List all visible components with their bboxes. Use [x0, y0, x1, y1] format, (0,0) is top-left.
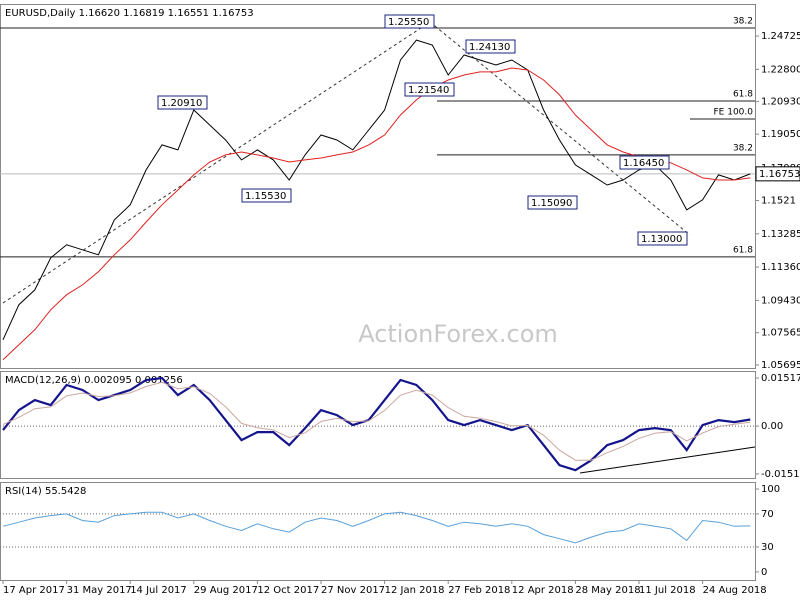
- x-tick-label: 17 Apr 2017: [3, 585, 65, 596]
- annotation-text: 1.20910: [161, 98, 202, 109]
- series-line: [2, 376, 751, 472]
- x-tick-label: 28 May 2018: [575, 585, 640, 596]
- macd-trend-line: [579, 446, 756, 474]
- x-tick-label: 12 Jan 2018: [385, 585, 445, 596]
- y-tick-label: 1.11360: [761, 262, 800, 273]
- annotation-text: 1.21540: [408, 85, 449, 96]
- x-tick-label: 14 Jul 2017: [130, 585, 187, 596]
- annotation: 1.25550: [384, 14, 435, 29]
- fib-label: 38.2: [733, 17, 753, 27]
- last-price-label: 1.16753: [759, 169, 800, 180]
- y-tick-label: 1.13285: [761, 229, 800, 240]
- x-tick-label: 27 Nov 2017: [321, 585, 385, 596]
- y-tick-label: 1.05695: [761, 360, 800, 371]
- annotation: 1.20910: [157, 95, 208, 110]
- last-price-box: [755, 166, 800, 182]
- y-tick-label: 1.09430: [761, 295, 800, 306]
- y-tick-label: -0.015105: [761, 469, 800, 480]
- y-tick-label: 70: [761, 509, 774, 520]
- y-tick-label: 1.22800: [761, 64, 800, 75]
- y-tick-label: 0.015176: [761, 373, 800, 384]
- series-line: [2, 39, 751, 341]
- trend-line: [2, 21, 431, 304]
- y-tick-label: 1.07565: [761, 328, 800, 339]
- y-tick-label: 1.1521: [761, 196, 796, 207]
- y-tick-label: 30: [761, 542, 774, 553]
- x-tick-label: 11 Jul 2018: [639, 585, 696, 596]
- series-line: [2, 67, 751, 361]
- annotation-text: 1.16450: [623, 158, 664, 169]
- annotation: 1.16450: [619, 155, 670, 170]
- watermark: ActionForex.com: [358, 320, 558, 348]
- annotation-text: 1.15090: [531, 198, 572, 209]
- panel-title: MACD(12,26,9) 0.002095 0.001256: [5, 375, 183, 386]
- annotation-text: 1.15530: [245, 191, 286, 202]
- annotation: 1.15530: [241, 188, 292, 203]
- x-tick-label: 24 Aug 2018: [703, 585, 767, 596]
- x-tick-label: 27 Feb 2018: [448, 585, 510, 596]
- fib-label: 61.8: [733, 245, 753, 255]
- annotation-text: 1.25550: [388, 17, 429, 28]
- annotations: 1.25550 1.24130 1.21540 1.20910 1.15530 …: [157, 14, 688, 246]
- macd-frame: [0, 371, 756, 479]
- annotation: 1.13000: [637, 231, 688, 246]
- rsi-frame: [0, 482, 756, 581]
- fib-label: FE 100.0: [714, 107, 754, 117]
- y-tick-label: 0: [761, 567, 767, 578]
- y-tick-label: 1.24725: [761, 31, 800, 42]
- y-tick-label: 1.20930: [761, 97, 800, 108]
- series-line: [2, 381, 751, 461]
- y-tick-label: 1.19050: [761, 129, 800, 140]
- x-tick-label: 29 Aug 2017: [194, 585, 258, 596]
- y-tick-label: 100: [761, 484, 780, 495]
- annotation-text: 1.24130: [469, 42, 510, 53]
- y-tick-label: 0.00: [761, 421, 783, 432]
- x-tick-label: 12 Oct 2017: [257, 585, 319, 596]
- panel-title: EURUSD,Daily 1.16620 1.16819 1.16551 1.1…: [5, 8, 254, 19]
- series-line: [2, 511, 751, 544]
- annotation: 1.24130: [465, 39, 516, 54]
- fib-label: 38.2: [733, 143, 753, 153]
- x-tick-label: 12 Apr 2018: [512, 585, 574, 596]
- annotation-text: 1.13000: [641, 234, 682, 245]
- panel-title: RSI(14) 55.5428: [5, 486, 86, 497]
- annotation: 1.15090: [527, 195, 578, 210]
- price-frame: [0, 4, 756, 369]
- fib-label: 61.8: [733, 89, 753, 99]
- annotation: 1.21540: [404, 82, 455, 97]
- x-tick-label: 31 May 2017: [67, 585, 132, 596]
